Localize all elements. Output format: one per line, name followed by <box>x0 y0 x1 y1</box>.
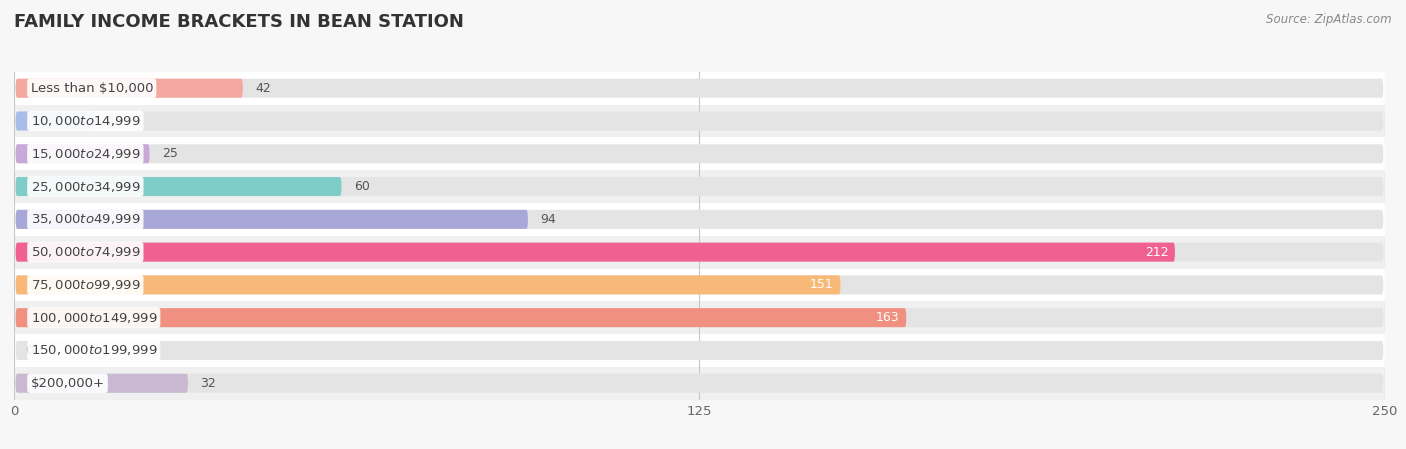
Bar <box>14 367 1385 400</box>
FancyBboxPatch shape <box>15 177 1384 196</box>
Text: 15: 15 <box>107 114 124 128</box>
Text: 151: 151 <box>810 278 834 291</box>
Text: FAMILY INCOME BRACKETS IN BEAN STATION: FAMILY INCOME BRACKETS IN BEAN STATION <box>14 13 464 31</box>
Text: $35,000 to $49,999: $35,000 to $49,999 <box>31 212 141 226</box>
FancyBboxPatch shape <box>15 341 1384 360</box>
Bar <box>14 269 1385 301</box>
FancyBboxPatch shape <box>15 111 94 131</box>
Text: 212: 212 <box>1144 246 1168 259</box>
Text: $150,000 to $199,999: $150,000 to $199,999 <box>31 343 157 357</box>
FancyBboxPatch shape <box>15 242 1384 262</box>
FancyBboxPatch shape <box>15 210 527 229</box>
Text: Source: ZipAtlas.com: Source: ZipAtlas.com <box>1267 13 1392 26</box>
Bar <box>14 334 1385 367</box>
Bar <box>14 203 1385 236</box>
Text: 32: 32 <box>201 377 217 390</box>
FancyBboxPatch shape <box>15 210 1384 229</box>
Text: $200,000+: $200,000+ <box>31 377 104 390</box>
Text: 25: 25 <box>162 147 179 160</box>
FancyBboxPatch shape <box>15 79 1384 98</box>
Bar <box>14 301 1385 334</box>
FancyBboxPatch shape <box>15 275 1384 295</box>
FancyBboxPatch shape <box>15 308 907 327</box>
FancyBboxPatch shape <box>15 275 841 295</box>
Text: $15,000 to $24,999: $15,000 to $24,999 <box>31 147 141 161</box>
Text: 42: 42 <box>256 82 271 95</box>
FancyBboxPatch shape <box>15 374 188 393</box>
Bar <box>14 72 1385 105</box>
FancyBboxPatch shape <box>15 144 1384 163</box>
Text: 60: 60 <box>354 180 370 193</box>
Bar <box>14 137 1385 170</box>
Text: $50,000 to $74,999: $50,000 to $74,999 <box>31 245 141 259</box>
FancyBboxPatch shape <box>15 79 243 98</box>
Text: 163: 163 <box>876 311 900 324</box>
Text: $25,000 to $34,999: $25,000 to $34,999 <box>31 180 141 194</box>
Bar <box>14 170 1385 203</box>
Bar <box>14 105 1385 137</box>
FancyBboxPatch shape <box>15 111 1384 131</box>
FancyBboxPatch shape <box>15 308 1384 327</box>
FancyBboxPatch shape <box>15 144 149 163</box>
Bar <box>14 236 1385 269</box>
FancyBboxPatch shape <box>15 177 342 196</box>
Text: 94: 94 <box>540 213 557 226</box>
Text: 0: 0 <box>25 344 32 357</box>
Text: Less than $10,000: Less than $10,000 <box>31 82 153 95</box>
Text: $100,000 to $149,999: $100,000 to $149,999 <box>31 311 157 325</box>
Text: $10,000 to $14,999: $10,000 to $14,999 <box>31 114 141 128</box>
Text: $75,000 to $99,999: $75,000 to $99,999 <box>31 278 141 292</box>
FancyBboxPatch shape <box>15 242 1175 262</box>
FancyBboxPatch shape <box>15 374 1384 393</box>
